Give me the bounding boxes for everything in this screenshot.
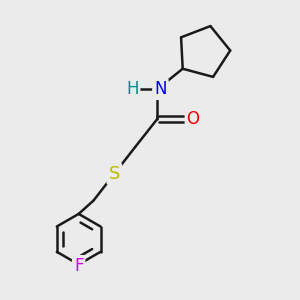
Text: H: H: [126, 80, 138, 98]
Text: N: N: [154, 80, 167, 98]
Text: O: O: [187, 110, 200, 128]
Text: S: S: [109, 165, 120, 183]
Text: F: F: [74, 257, 83, 275]
